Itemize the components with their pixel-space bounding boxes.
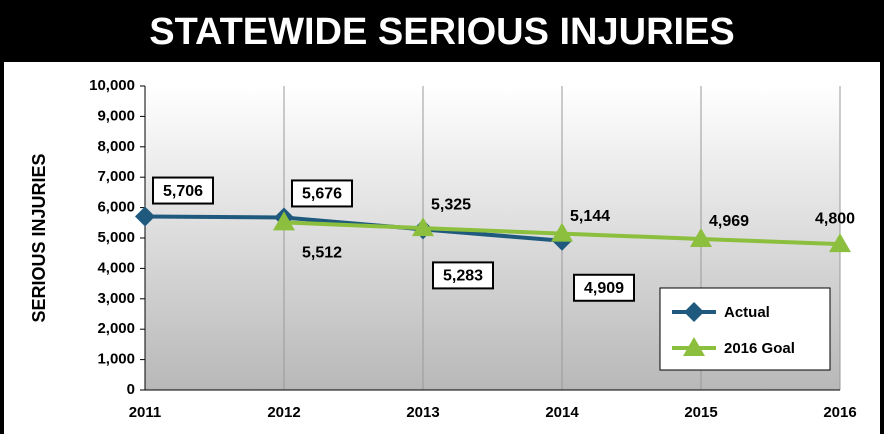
data-point — [135, 206, 155, 227]
value-label: 5,144 — [570, 208, 610, 225]
y-tick-label: 7,000 — [97, 168, 135, 185]
y-tick-label: 6,000 — [97, 199, 135, 216]
y-tick-label: 1,000 — [97, 351, 135, 368]
legend-label: Actual — [724, 304, 770, 321]
value-label-box — [573, 273, 635, 302]
x-tick-label: 2012 — [267, 404, 300, 421]
legend-label: 2016 Goal — [724, 340, 795, 357]
y-tick-label: 0 — [127, 381, 135, 398]
value-label-box — [432, 261, 494, 290]
x-tick-label: 2013 — [406, 404, 439, 421]
value-label: 5,676 — [302, 186, 342, 203]
data-point — [690, 227, 712, 247]
value-label: 4,800 — [815, 210, 855, 227]
y-tick-label: 4,000 — [97, 259, 135, 276]
data-point — [829, 233, 851, 253]
y-tick-label: 2,000 — [97, 320, 135, 337]
y-tick-label: 10,000 — [89, 77, 135, 94]
x-tick-label: 2014 — [545, 404, 579, 421]
value-label: 5,283 — [443, 268, 483, 285]
y-tick-label: 8,000 — [97, 138, 135, 155]
x-tick-label: 2011 — [129, 404, 162, 421]
chart-title: STATEWIDE SERIOUS INJURIES — [149, 11, 735, 53]
data-point — [551, 222, 573, 242]
legend-marker — [683, 337, 705, 356]
value-label: 5,706 — [163, 183, 203, 200]
value-label: 4,909 — [584, 280, 624, 297]
y-tick-label: 9,000 — [97, 107, 135, 124]
x-tick-label: 2015 — [684, 404, 717, 421]
legend-box — [659, 287, 831, 371]
y-tick-label: 3,000 — [97, 290, 135, 307]
value-label-box — [152, 176, 214, 205]
data-point — [412, 217, 434, 237]
value-label: 5,325 — [431, 196, 471, 213]
value-label: 5,512 — [302, 245, 342, 262]
x-tick-label: 2016 — [823, 404, 856, 421]
y-axis-label: SERIOUS INJURIES — [29, 153, 49, 322]
value-label-box — [291, 179, 353, 208]
value-label: 4,969 — [709, 213, 749, 230]
title-bar — [0, 0, 884, 62]
y-tick-label: 5,000 — [97, 229, 135, 246]
legend-marker — [684, 302, 704, 322]
data-point — [273, 211, 295, 231]
